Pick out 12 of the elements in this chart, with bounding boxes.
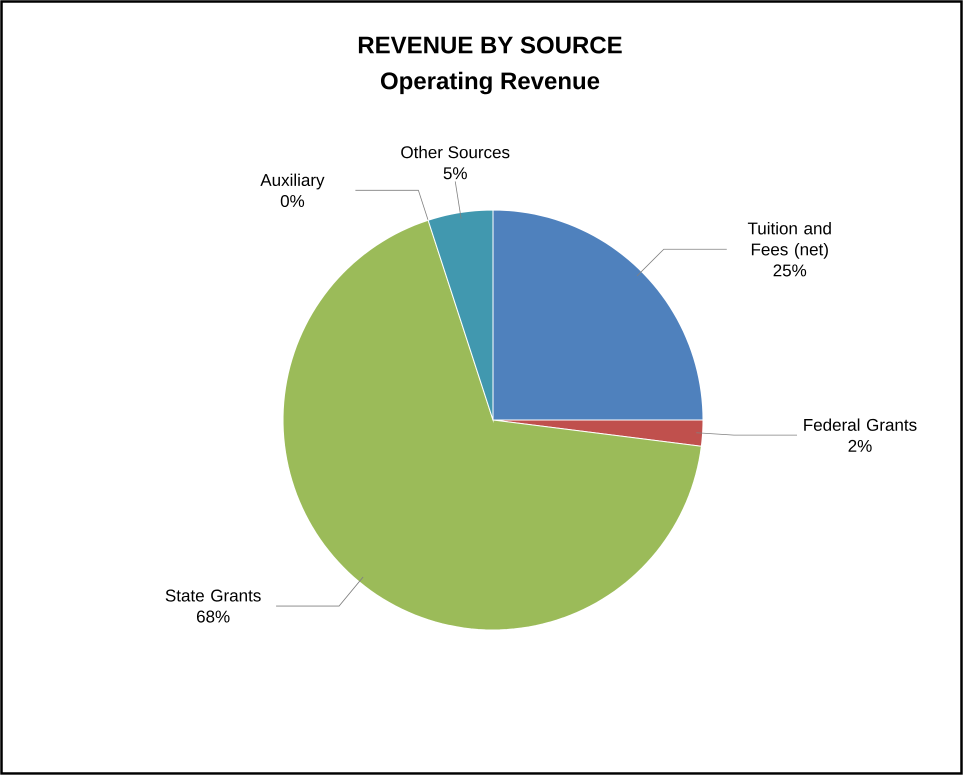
- chart-subtitle: Operating Revenue: [380, 72, 600, 94]
- chart-title: REVENUE BY SOURCE: [358, 36, 622, 54]
- slice-label: Other Sources: [401, 146, 510, 158]
- category-label: Auxiliary: [260, 174, 324, 190]
- slice-label: State Grants: [166, 590, 261, 602]
- text: 0%: [280, 195, 304, 208]
- data-label: 5%: [444, 167, 467, 180]
- slice-label: Federal Grants: [804, 418, 917, 431]
- data-label: 68%: [196, 610, 230, 623]
- slice-label: Tuition and Fees (net): [748, 222, 831, 259]
- data-label: 2%: [848, 440, 872, 452]
- data-label: 25%: [774, 264, 806, 276]
